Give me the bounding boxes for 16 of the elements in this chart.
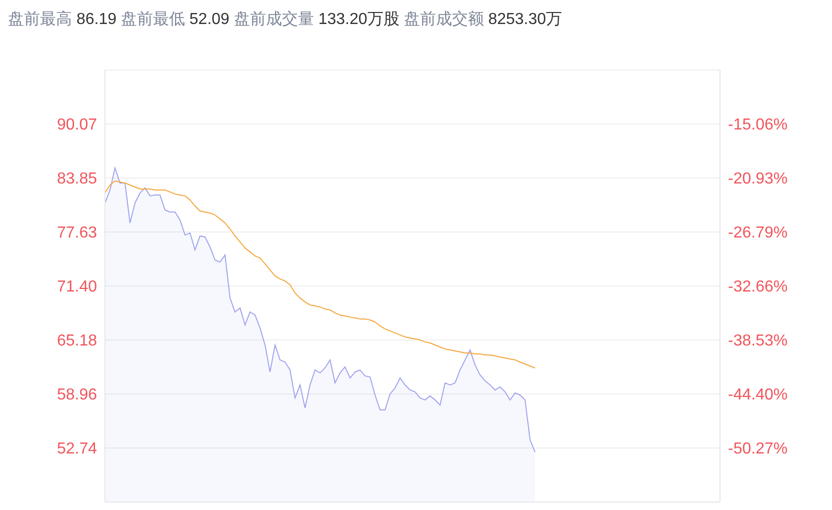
y2-tick-label: -20.93% [728,170,788,188]
y-tick-label: 77.63 [56,224,98,242]
y-tick-label: 58.96 [56,386,98,404]
y-tick-label: 83.85 [56,170,98,188]
y2-tick-label: -15.06% [728,116,788,134]
y2-tick-label: -50.27% [728,440,788,458]
line-series [104,180,536,368]
y-tick-label: 65.18 [56,332,98,350]
y2-tick-label: -32.66% [728,278,788,296]
y2-tick-label: -38.53% [728,332,788,350]
y2-tick-label: -26.79% [728,224,788,242]
y-tick-label: 52.74 [56,440,98,458]
chart-title: 盘前最高 86.19 盘前最低 52.09 盘前成交量 133.20万股 盘前成交额 8253.30万 [8,11,562,28]
y-tick-label: 71.40 [56,278,98,296]
y-tick-label: 90.07 [56,116,98,134]
y2-tick-label: -44.40% [728,386,788,404]
